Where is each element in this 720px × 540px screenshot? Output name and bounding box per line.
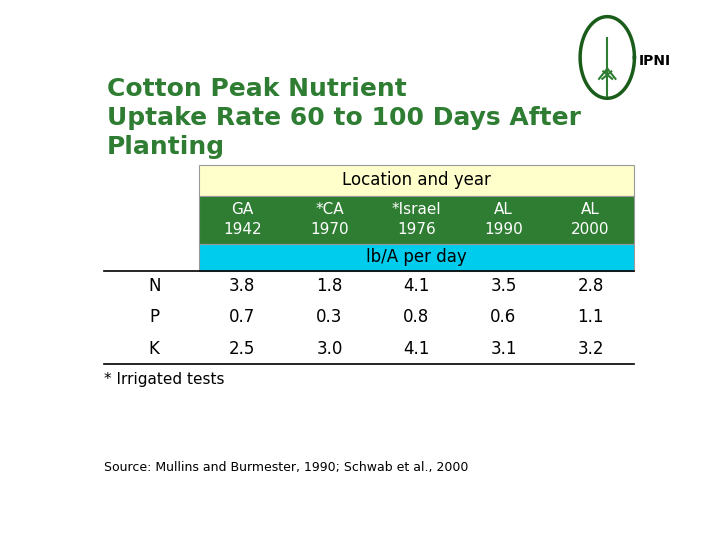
Text: 2.8: 2.8 <box>577 277 603 295</box>
Text: 3.8: 3.8 <box>229 277 256 295</box>
Text: Cotton Peak Nutrient
Uptake Rate 60 to 100 Days After
Planting: Cotton Peak Nutrient Uptake Rate 60 to 1… <box>107 77 581 159</box>
Text: AL
2000: AL 2000 <box>571 202 610 237</box>
Text: 0.7: 0.7 <box>229 308 256 326</box>
Text: 1.8: 1.8 <box>316 277 343 295</box>
Bar <box>199 244 634 271</box>
Text: * Irrigated tests: * Irrigated tests <box>104 373 225 388</box>
Text: 3.2: 3.2 <box>577 340 604 357</box>
Text: *CA
1970: *CA 1970 <box>310 202 348 237</box>
Text: 0.6: 0.6 <box>490 308 517 326</box>
Text: K: K <box>149 340 160 357</box>
Text: 2.5: 2.5 <box>229 340 256 357</box>
Text: N: N <box>148 277 161 295</box>
Text: GA
1942: GA 1942 <box>223 202 261 237</box>
Text: *Israel
1976: *Israel 1976 <box>392 202 441 237</box>
Text: 4.1: 4.1 <box>403 340 430 357</box>
Text: 1.1: 1.1 <box>577 308 604 326</box>
Text: 0.3: 0.3 <box>316 308 343 326</box>
Text: Source: Mullins and Burmester, 1990; Schwab et al., 2000: Source: Mullins and Burmester, 1990; Sch… <box>104 461 468 474</box>
Text: 3.0: 3.0 <box>316 340 343 357</box>
Text: 4.1: 4.1 <box>403 277 430 295</box>
Bar <box>199 165 634 196</box>
Text: IPNI: IPNI <box>639 55 670 69</box>
Text: 0.8: 0.8 <box>403 308 430 326</box>
Text: lb/A per day: lb/A per day <box>366 248 467 266</box>
Text: P: P <box>149 308 159 326</box>
Text: AL
1990: AL 1990 <box>484 202 523 237</box>
Text: 3.1: 3.1 <box>490 340 517 357</box>
Text: Location and year: Location and year <box>342 171 491 189</box>
Text: 3.5: 3.5 <box>490 277 517 295</box>
